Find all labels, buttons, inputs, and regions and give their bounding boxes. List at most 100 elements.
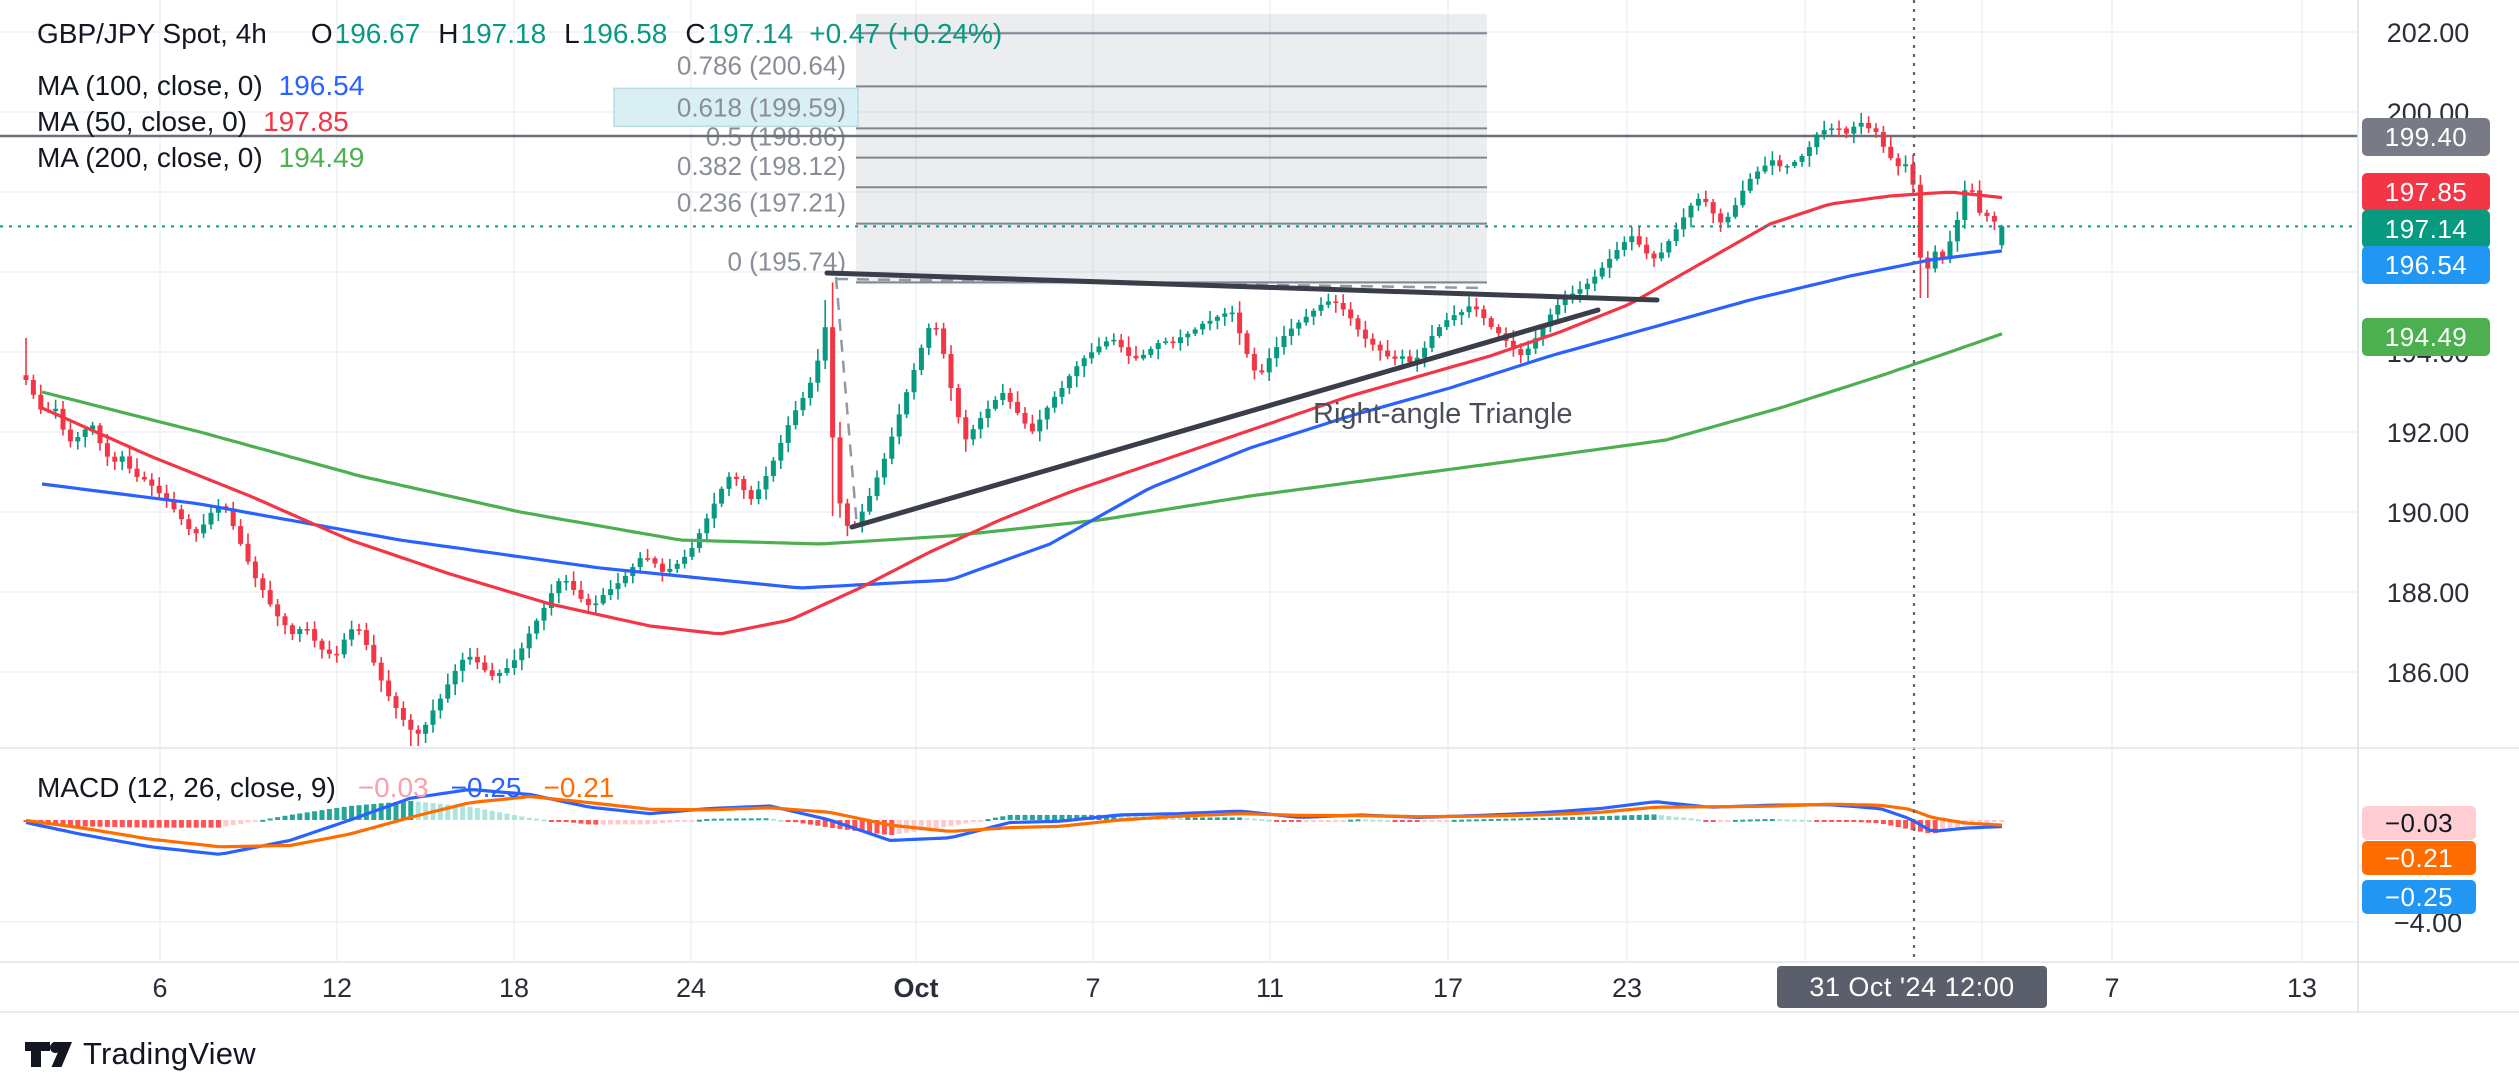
candle-body <box>1022 412 1028 424</box>
time-axis-label[interactable]: 7 <box>2104 973 2119 1003</box>
macd-histogram-bar <box>1377 819 1383 822</box>
macd-histogram-bar <box>1814 820 1820 822</box>
ma100-legend-row[interactable]: MA (100, close, 0) 196.54 <box>37 68 1002 104</box>
high-label: H <box>438 18 459 49</box>
candle-body <box>1266 358 1272 373</box>
macd-histogram-bar <box>1207 817 1213 820</box>
macd-signal-tag: −0.21 <box>2362 841 2476 875</box>
macd-histogram-bar <box>319 810 325 820</box>
time-axis-label[interactable]: 12 <box>322 973 352 1003</box>
macd-histogram-bar <box>1214 817 1220 820</box>
macd-histogram-bar <box>1584 816 1590 820</box>
ma50-legend-row[interactable]: MA (50, close, 0) 197.85 <box>37 104 1002 140</box>
candle-body <box>1880 132 1886 147</box>
time-axis-label[interactable]: 11 <box>1256 973 1284 1003</box>
candle-body <box>1762 165 1768 172</box>
macd-histogram-bar <box>1348 819 1354 822</box>
candle-body <box>1792 161 1798 166</box>
candle-body <box>659 563 665 572</box>
chart-canvas[interactable]: 0.786 (200.64)0.618 (199.59)0.5 (198.86)… <box>0 0 2519 1022</box>
macd-histogram-bar <box>482 809 488 820</box>
time-axis-label[interactable]: 7 <box>1085 973 1100 1003</box>
candle-body <box>1821 130 1827 135</box>
time-axis-label[interactable]: 23 <box>1612 973 1642 1003</box>
macd-histogram-bar <box>245 820 251 823</box>
candle-body <box>467 656 473 660</box>
macd-histogram-bar <box>711 818 717 821</box>
time-axis-label[interactable]: 24 <box>676 973 706 1003</box>
triangle-annotation-text[interactable]: Right-angle Triangle <box>1313 398 1573 430</box>
candle-body <box>948 354 954 388</box>
macd-histogram-bar <box>1466 819 1472 822</box>
time-axis-label[interactable]: 13 <box>2287 973 2317 1003</box>
macd-histogram-bar <box>90 820 96 827</box>
macd-histogram-bar <box>267 818 273 821</box>
candle-body <box>556 581 562 594</box>
candle-body <box>452 670 458 685</box>
macd-histogram-bar <box>1015 814 1021 820</box>
macd-histogram-bar <box>1866 820 1872 823</box>
macd-histogram-bar <box>1614 815 1620 820</box>
candle-body <box>511 660 517 668</box>
candle-body <box>1829 128 1835 131</box>
candle-body <box>1488 318 1494 328</box>
candle-body <box>534 620 540 634</box>
candle-body <box>38 394 44 410</box>
ma200-legend-row[interactable]: MA (200, close, 0) 194.49 <box>37 140 1002 176</box>
candle-body <box>1599 267 1605 277</box>
candle-body <box>201 524 207 534</box>
macd-histogram-bar <box>1792 819 1798 822</box>
candle-body <box>1629 236 1635 243</box>
macd-histogram-bar <box>437 803 443 820</box>
tradingview-logo[interactable]: TradingView <box>25 1036 256 1072</box>
candle-body <box>830 327 836 438</box>
ma50-price-tag: 197.85 <box>2362 173 2490 211</box>
candle-body <box>578 589 584 599</box>
macd-legend-row[interactable]: MACD (12, 26, close, 9) −0.03 −0.25 −0.2… <box>37 772 636 804</box>
low-value: 196.58 <box>581 18 668 49</box>
macd-histogram-bar <box>1392 820 1398 822</box>
time-axis-label[interactable]: 17 <box>1433 973 1463 1003</box>
macd-histogram-bar <box>356 805 362 820</box>
macd-histogram-bar <box>1059 814 1065 820</box>
candle-body <box>1111 339 1117 342</box>
macd-histogram-bar <box>1407 820 1413 822</box>
macd-histogram-bar <box>1658 815 1664 820</box>
macd-histogram-bar <box>1422 820 1428 822</box>
macd-histogram-bar <box>415 801 421 820</box>
macd-histogram-bar <box>1725 820 1731 822</box>
candle-body <box>75 437 81 442</box>
crosshair-date-tag: 31 Oct '24 12:00 <box>1777 966 2047 1008</box>
ma200-label: MA (200, close, 0) <box>37 142 263 173</box>
symbol-legend-row[interactable]: GBP/JPY Spot, 4h O 196.67 H 197.18 L 196.58… <box>37 16 1002 52</box>
candle-body <box>489 670 495 676</box>
macd-histogram-bar <box>741 818 747 821</box>
candle-body <box>800 398 806 411</box>
candle-body <box>585 598 591 606</box>
candle-body <box>104 443 110 457</box>
candle-body <box>859 511 865 527</box>
macd-histogram-bar <box>171 820 177 828</box>
candle-body <box>1695 198 1701 206</box>
candle-body <box>1059 388 1065 397</box>
time-axis-label[interactable]: 6 <box>152 973 167 1003</box>
candle-body <box>1133 355 1139 359</box>
macd-histogram-bar <box>1836 820 1842 822</box>
macd-histogram-bar <box>622 820 628 825</box>
macd-histogram-bar <box>1740 819 1746 822</box>
time-axis-label[interactable]: Oct <box>893 973 938 1003</box>
time-axis-label[interactable]: 18 <box>499 973 529 1003</box>
macd-histogram-bar <box>1510 818 1516 821</box>
macd-histogram-bar <box>1562 817 1568 820</box>
macd-histogram-bar <box>1037 814 1043 820</box>
macd-histogram-bar <box>1518 818 1524 821</box>
candle-body <box>1392 356 1398 359</box>
macd-signal-value: −0.21 <box>543 772 615 803</box>
candle-body <box>371 644 377 663</box>
macd-histogram-bar <box>955 820 961 825</box>
macd-histogram-bar <box>807 820 813 825</box>
macd-histogram-bar <box>1888 820 1894 826</box>
macd-histogram-bar <box>1829 820 1835 822</box>
macd-histogram-bar <box>349 805 355 820</box>
macd-histogram-bar <box>1525 818 1531 821</box>
